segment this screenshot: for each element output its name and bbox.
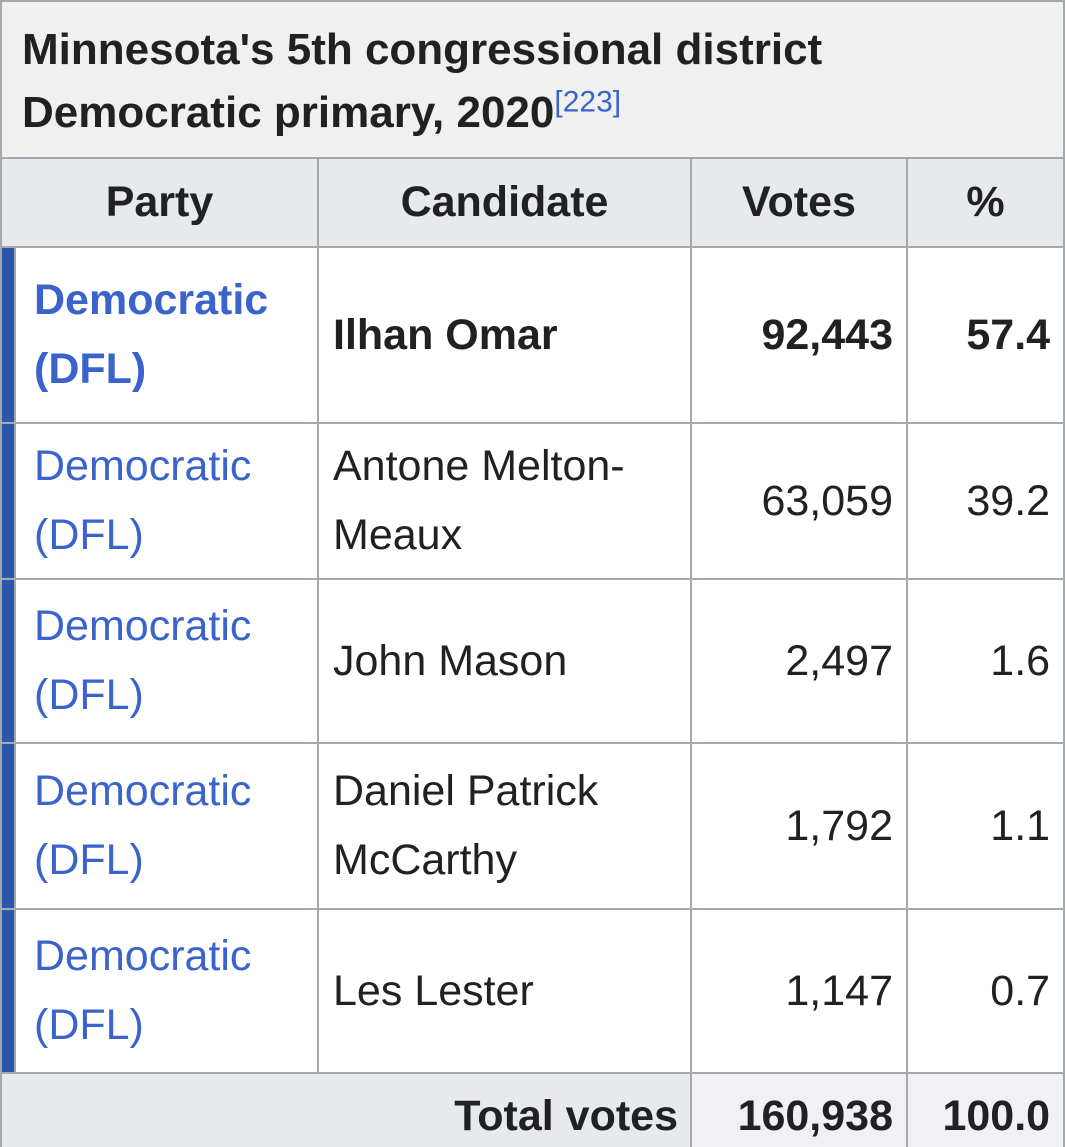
column-header-party: Party (0, 157, 319, 248)
table-row: Democratic (DFL) Antone Melton- Meaux 63… (0, 422, 1065, 580)
votes-value: 1,147 (690, 908, 908, 1074)
party-link[interactable]: Democratic (DFL) (34, 932, 252, 1049)
table-row: Democratic (DFL) Les Lester 1,147 0.7 (0, 908, 1065, 1074)
table-title: Minnesota's 5th congressional district D… (0, 0, 1065, 159)
party-link[interactable]: Democratic (DFL) (34, 276, 269, 393)
percent-value: 57.4 (905, 246, 1065, 424)
votes-value: 92,443 (690, 246, 908, 424)
party-color-bar (0, 246, 16, 424)
party-cell: Democratic (DFL) (14, 908, 319, 1074)
column-header-candidate: Candidate (317, 157, 692, 248)
party-link[interactable]: Democratic (DFL) (34, 442, 252, 559)
reference-link[interactable]: [223] (554, 84, 622, 118)
party-link[interactable]: Democratic (DFL) (34, 602, 252, 719)
table-title-line2: Democratic primary, 2020[223] (22, 82, 1047, 144)
candidate-name: Daniel Patrick McCarthy (317, 742, 692, 910)
party-color-bar (0, 908, 16, 1074)
column-header-votes: Votes (690, 157, 908, 248)
votes-value: 1,792 (690, 742, 908, 910)
table-title-line1: Minnesota's 5th congressional district (22, 25, 823, 75)
votes-value: 2,497 (690, 578, 908, 744)
party-color-bar (0, 742, 16, 910)
percent-value: 39.2 (905, 422, 1065, 580)
party-cell: Democratic (DFL) (14, 742, 319, 910)
percent-value: 1.6 (905, 578, 1065, 744)
total-row: Total votes 160,938 100.0 (0, 1072, 1065, 1147)
table-title-line2-text: Democratic primary, 2020 (22, 87, 555, 137)
party-link[interactable]: Democratic (DFL) (34, 767, 252, 884)
candidate-name: John Mason (317, 578, 692, 744)
party-cell: Democratic (DFL) (14, 422, 319, 580)
party-cell: Democratic (DFL) (14, 246, 319, 424)
party-color-bar (0, 578, 16, 744)
candidate-name: Les Lester (317, 908, 692, 1074)
percent-value: 1.1 (905, 742, 1065, 910)
table-row: Democratic (DFL) Daniel Patrick McCarthy… (0, 742, 1065, 910)
candidate-name: Ilhan Omar (317, 246, 692, 424)
candidate-name: Antone Melton- Meaux (317, 422, 692, 580)
party-color-bar (0, 422, 16, 580)
total-votes-label: Total votes (0, 1072, 692, 1147)
table-row: Democratic (DFL) John Mason 2,497 1.6 (0, 578, 1065, 744)
column-header-percent: % (905, 157, 1065, 248)
table-row: Democratic (DFL) Ilhan Omar 92,443 57.4 (0, 246, 1065, 424)
total-percent-value: 100.0 (905, 1072, 1065, 1147)
percent-value: 0.7 (905, 908, 1065, 1074)
votes-value: 63,059 (690, 422, 908, 580)
party-cell: Democratic (DFL) (14, 578, 319, 744)
total-votes-value: 160,938 (690, 1072, 908, 1147)
header-row: Party Candidate Votes % (0, 157, 1065, 248)
